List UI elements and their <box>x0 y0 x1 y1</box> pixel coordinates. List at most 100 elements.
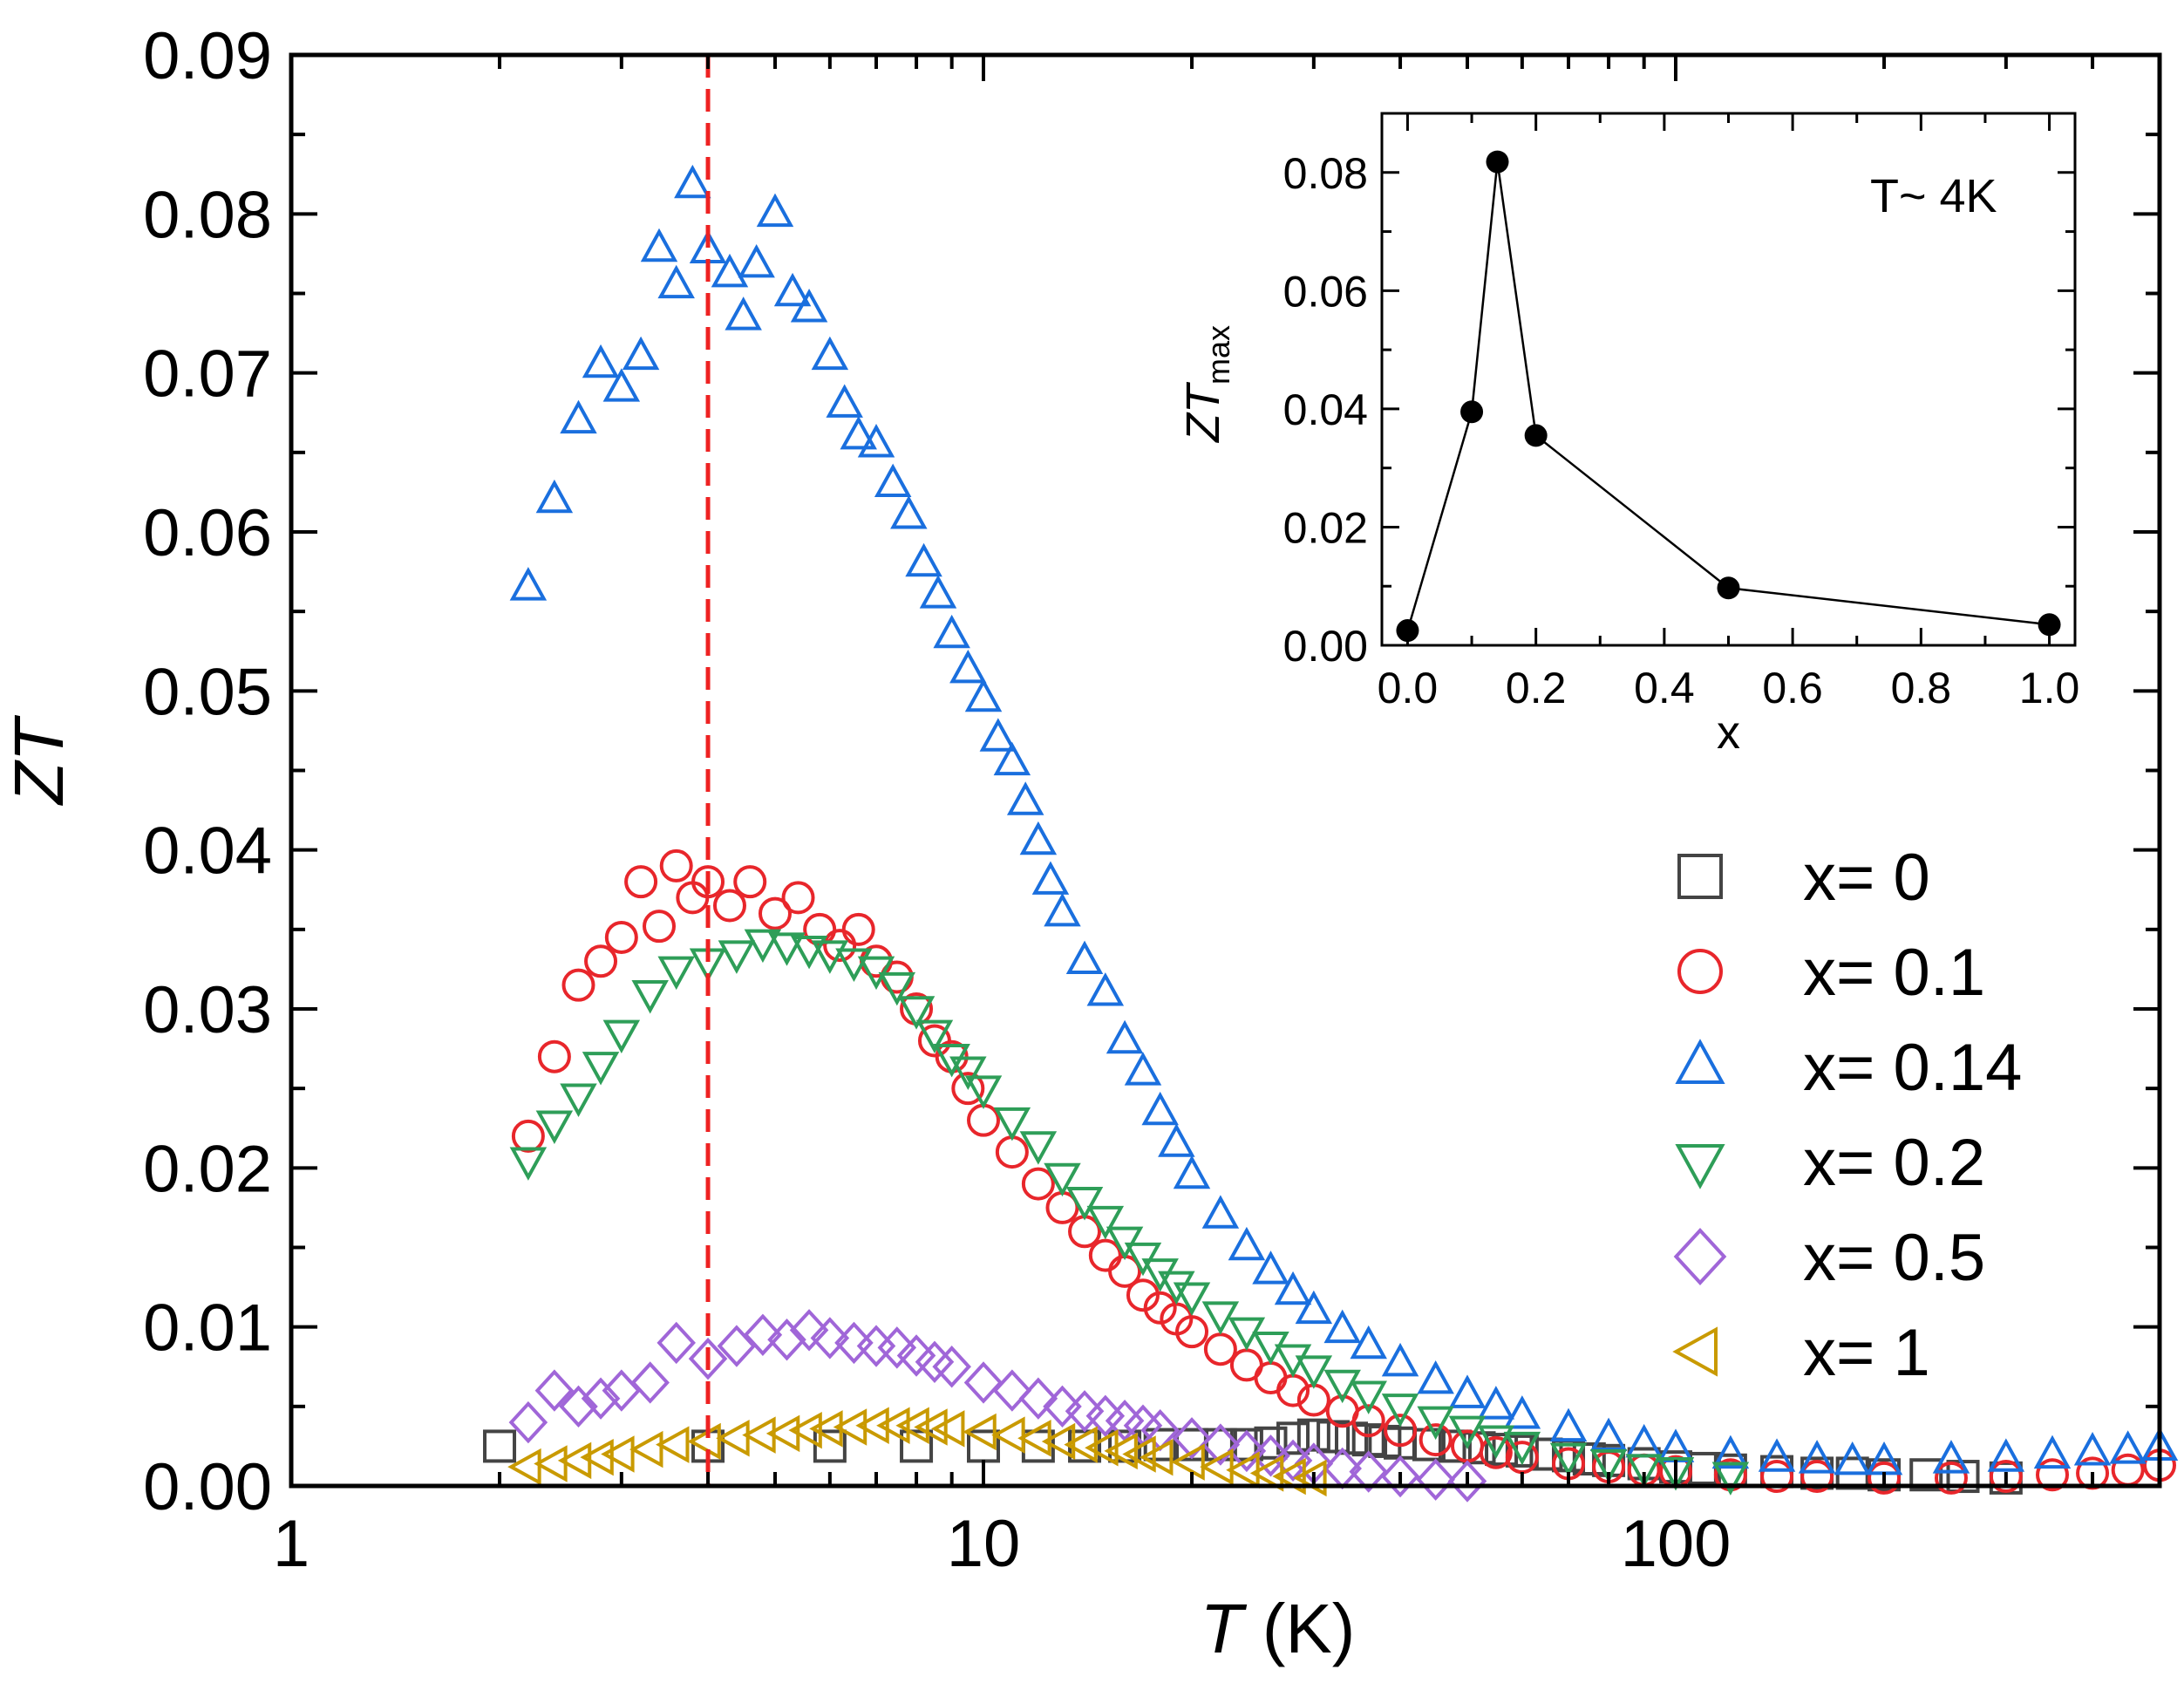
data-point <box>535 1110 574 1144</box>
legend-label: x= 0 <box>1803 841 1930 915</box>
data-point <box>1549 1407 1588 1442</box>
data-point <box>1503 1395 1541 1429</box>
data-point <box>657 264 695 299</box>
main-axis-ticks: 0.000.010.020.030.040.050.060.070.080.09… <box>143 19 2161 1581</box>
data-point <box>876 1407 910 1444</box>
data-point <box>604 920 638 954</box>
data-point <box>2109 1430 2147 1464</box>
data-point <box>1625 1454 1663 1488</box>
data-point <box>1350 1325 1387 1359</box>
data-point <box>1276 1421 1310 1455</box>
data-point <box>1251 1434 1290 1477</box>
inset-connecting-line <box>1406 161 2050 631</box>
series-5 <box>507 1407 1327 1497</box>
data-point <box>1175 1315 1209 1349</box>
inset-y-axis-label: ZTmax <box>1177 325 1236 444</box>
inset-background <box>1382 113 2075 645</box>
legend-marker <box>1675 1144 1725 1189</box>
data-point <box>1158 1123 1195 1157</box>
legend-label: x= 0.2 <box>1803 1126 1985 1200</box>
data-point <box>1124 1052 1162 1086</box>
inset-axis-ticks: 0.00 0.02 0.04 0.06 0.08 0.0 0.2 0.4 0.6 0.8 1.0 <box>1283 113 2080 712</box>
y-tick-label: 0.04 <box>143 814 272 889</box>
data-point <box>1295 1290 1333 1325</box>
data-point <box>979 718 1017 752</box>
data-point <box>995 1135 1029 1169</box>
inset-x-tick-label: 1.0 <box>2019 664 2080 712</box>
data-point <box>1934 1461 1968 1495</box>
data-point <box>1989 1460 2023 1494</box>
data-point <box>725 296 762 331</box>
data-point <box>1381 1394 1419 1428</box>
inset-y-tick-label: 0.04 <box>1283 385 1368 434</box>
data-point <box>483 1429 517 1463</box>
data-point <box>601 1435 635 1473</box>
data-point <box>1019 1131 1058 1165</box>
series-4 <box>508 1309 1487 1503</box>
data-point <box>1987 1438 2025 1472</box>
data-point <box>2033 1434 2072 1469</box>
data-point <box>1349 1450 1388 1493</box>
data-point <box>877 1326 917 1369</box>
data-point <box>1068 1215 1102 1249</box>
data-point <box>1351 1404 1385 1438</box>
data-point <box>1044 1162 1081 1197</box>
data-point <box>951 1072 985 1106</box>
data-point <box>1909 1458 1943 1492</box>
data-point <box>688 1337 728 1380</box>
data-point <box>711 253 749 288</box>
data-point <box>767 1319 806 1361</box>
data-point <box>841 912 875 946</box>
legend-marker <box>1673 1228 1727 1285</box>
data-point <box>622 336 660 371</box>
data-point <box>560 1083 597 1117</box>
data-point <box>691 865 725 899</box>
data-point <box>1295 1355 1333 1389</box>
data-point <box>768 932 806 966</box>
data-point <box>789 1309 829 1352</box>
data-point <box>1227 1429 1267 1473</box>
y-tick-label: 0.02 <box>143 1132 272 1206</box>
main-plot-data <box>483 55 2179 1503</box>
data-point <box>657 956 695 991</box>
data-point <box>993 741 1031 776</box>
data-point <box>1031 861 1070 895</box>
data-point <box>1503 1431 1541 1466</box>
inset-data-point <box>1486 150 1509 174</box>
data-point <box>1800 1460 1834 1494</box>
data-point <box>897 996 936 1030</box>
inset-x-tick-label: 0.2 <box>1506 664 1567 712</box>
y-tick-label: 0.09 <box>143 19 272 93</box>
legend-marker <box>1672 1326 1718 1377</box>
data-point <box>629 1430 663 1469</box>
data-point <box>1868 1461 1902 1495</box>
data-point <box>1384 1414 1418 1448</box>
data-point <box>656 1426 690 1463</box>
data-point <box>1798 1440 1836 1474</box>
data-point <box>1203 1332 1237 1366</box>
data-point <box>1274 1271 1312 1305</box>
data-point <box>788 1411 822 1449</box>
data-point <box>932 1346 971 1388</box>
data-point <box>1201 1301 1240 1335</box>
data-point <box>508 1400 548 1444</box>
series-1 <box>511 848 2176 1495</box>
data-point <box>790 289 828 323</box>
data-point <box>2073 1432 2112 1466</box>
data-point <box>1417 1406 1454 1441</box>
data-point <box>744 929 782 964</box>
inset-y-tick-label: 0.02 <box>1283 503 1368 552</box>
data-point <box>2036 1458 2070 1492</box>
legend-marker <box>1677 949 1723 994</box>
data-point <box>716 1420 750 1457</box>
legend-label: x= 0.1 <box>1803 936 1985 1010</box>
data-point <box>657 1321 696 1365</box>
data-point <box>857 424 895 458</box>
y-tick-label: 0.03 <box>143 973 272 1047</box>
data-point <box>1065 940 1104 975</box>
data-point <box>1462 1431 1496 1465</box>
data-point <box>1126 1278 1160 1312</box>
data-point <box>1711 1434 1750 1469</box>
data-point <box>878 971 916 1006</box>
data-point <box>2111 1453 2145 1487</box>
